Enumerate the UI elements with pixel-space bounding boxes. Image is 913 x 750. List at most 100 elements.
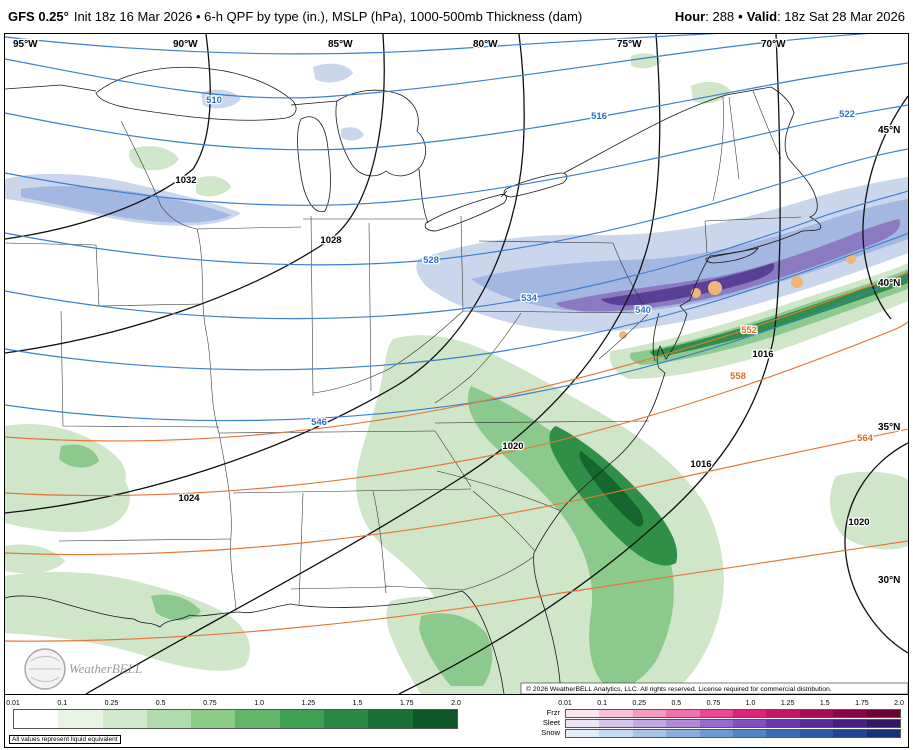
valid-time: Hour: 288 • Valid: 18z Sat 28 Mar 2026 bbox=[675, 9, 905, 24]
legend-tick: 1.0 bbox=[745, 700, 756, 707]
legend-tick: 0.25 bbox=[104, 700, 119, 707]
legend-tick: 0.1 bbox=[597, 700, 607, 707]
legend-color-segment bbox=[191, 710, 236, 728]
weatherbell-logo-text: WeatherBELL bbox=[69, 661, 142, 676]
legend-color-segment bbox=[632, 720, 667, 727]
legend-color-segment bbox=[799, 730, 834, 737]
atlantic-coastline bbox=[533, 86, 822, 694]
legend-color-segment bbox=[368, 710, 413, 728]
rain-legend-ticks: 0.01 0.1 0.25 0.5 0.75 1.0 1.25 1.5 1.75 2.0 bbox=[6, 700, 461, 708]
legend-strip: 0.01 0.1 0.25 0.5 0.75 1.0 1.25 1.5 1.75 2.0 All … bbox=[5, 694, 908, 747]
separator: • bbox=[738, 9, 743, 24]
legend-color-segment bbox=[235, 710, 280, 728]
rain-shading-layer bbox=[5, 53, 908, 694]
hour-value: : 288 bbox=[705, 9, 735, 24]
legend-color-segment bbox=[733, 730, 767, 737]
title-bar: GFS 0.25° Init 18z 16 Mar 2026 • 6-h QPF … bbox=[0, 0, 913, 33]
legend-color-segment bbox=[102, 710, 147, 728]
lake-huron bbox=[335, 89, 427, 177]
type-legend-ticks: 0.01 0.1 0.25 0.5 0.75 1.0 1.25 1.5 1.75 2.0 bbox=[558, 700, 904, 708]
legend-color-segment bbox=[632, 710, 667, 717]
copyright-box: © 2026 WeatherBELL Analytics, LLC. All r… bbox=[520, 682, 908, 694]
legend-color-segment bbox=[599, 730, 633, 737]
lake-erie bbox=[424, 194, 507, 232]
legend-color-segment bbox=[733, 710, 767, 717]
legend-tick: 1.25 bbox=[301, 700, 316, 707]
lake-superior bbox=[95, 66, 297, 121]
lat-label: 35°N bbox=[878, 422, 900, 433]
legend-color-segment bbox=[412, 710, 457, 728]
legend-tick: 0.01 bbox=[6, 700, 20, 707]
lon-label: 90°W bbox=[173, 39, 198, 50]
lake-michigan bbox=[297, 116, 331, 213]
legend-color-segment bbox=[566, 710, 600, 717]
product-title: GFS 0.25° Init 18z 16 Mar 2026 • 6-h QPF … bbox=[8, 9, 582, 24]
legend-color-segment bbox=[866, 710, 901, 717]
thickness-label: 564 bbox=[857, 433, 874, 444]
map-frame: 1032 1028 1024 1020 1016 1016 1020 510 5… bbox=[4, 33, 909, 748]
legend-tick: 1.75 bbox=[399, 700, 414, 707]
mslp-label: 1016 bbox=[690, 459, 711, 470]
forecast-map: 1032 1028 1024 1020 1016 1016 1020 510 5… bbox=[5, 34, 908, 694]
lake-ontario bbox=[503, 172, 568, 198]
legend-tick: 2.0 bbox=[451, 700, 461, 707]
copyright-text: © 2026 WeatherBELL Analytics, LLC. All r… bbox=[526, 685, 832, 693]
legend-color-segment bbox=[632, 730, 667, 737]
legend-color-segment bbox=[799, 720, 834, 727]
legend-tick: 0.5 bbox=[155, 700, 166, 707]
mslp-contour-layer bbox=[5, 34, 908, 694]
legend-color-segment bbox=[866, 720, 901, 727]
ptype-label: Frzr bbox=[546, 708, 560, 717]
legend-tick: 1.0 bbox=[254, 700, 264, 707]
legend-tick: 2.0 bbox=[894, 700, 904, 707]
rain-legend-bar bbox=[13, 709, 458, 729]
thickness-label: 546 bbox=[311, 417, 327, 428]
thickness-label: 534 bbox=[521, 293, 538, 304]
thickness-label: 510 bbox=[206, 95, 222, 106]
legend-color-segment bbox=[324, 710, 369, 728]
lon-label: 85°W bbox=[328, 39, 353, 50]
lon-label: 80°W bbox=[473, 39, 498, 50]
thickness-orange-layer bbox=[5, 270, 908, 642]
snow-shading-layer bbox=[5, 63, 908, 332]
model-name: GFS 0.25° bbox=[8, 9, 69, 24]
legend-color-segment bbox=[766, 730, 800, 737]
legend-note: All values represent liquid equivalent bbox=[9, 735, 121, 744]
legend-tick: 0.1 bbox=[57, 700, 68, 707]
thickness-label: 528 bbox=[423, 255, 439, 266]
mslp-label: 1020 bbox=[502, 441, 523, 452]
lat-label: 30°N bbox=[878, 575, 900, 586]
legend-color-segment bbox=[766, 720, 800, 727]
mslp-label: 1032 bbox=[175, 175, 196, 186]
thickness-blue-layer bbox=[5, 34, 908, 422]
valid-value: : 18z Sat 28 Mar 2026 bbox=[777, 9, 905, 24]
lon-label: 70°W bbox=[761, 39, 786, 50]
geography-layer bbox=[5, 66, 822, 694]
legend-color-segment bbox=[699, 730, 734, 737]
ptype-label: Snow bbox=[541, 728, 560, 737]
legend-color-segment bbox=[566, 730, 600, 737]
lat-label: 40°N bbox=[878, 278, 900, 289]
gulf-coastline bbox=[5, 590, 505, 694]
legend-tick: 0.01 bbox=[558, 700, 572, 707]
legend-tick: 0.25 bbox=[632, 700, 647, 707]
weatherbell-logo: WeatherBELL bbox=[24, 648, 142, 690]
thickness-label: 552 bbox=[741, 325, 757, 336]
legend-tick: 0.75 bbox=[203, 700, 217, 707]
legend-color-segment bbox=[833, 710, 867, 717]
legend-color-segment bbox=[58, 710, 103, 728]
thickness-label: 522 bbox=[839, 109, 855, 120]
legend-color-segment bbox=[833, 720, 867, 727]
frzr-legend-bar bbox=[565, 709, 901, 718]
legend-color-segment bbox=[666, 710, 700, 717]
thickness-label: 558 bbox=[730, 371, 746, 382]
contour-labels: 1032 1028 1024 1020 1016 1016 1020 510 5… bbox=[174, 94, 875, 530]
legend-color-segment bbox=[766, 710, 800, 717]
long-island bbox=[705, 247, 759, 264]
legend-color-segment bbox=[666, 730, 700, 737]
legend-tick: 1.75 bbox=[855, 700, 869, 707]
product-subtitle: Init 18z 16 Mar 2026 • 6-h QPF by type (… bbox=[73, 9, 583, 24]
legend-color-segment bbox=[699, 720, 734, 727]
mslp-label: 1016 bbox=[752, 349, 773, 360]
snow-legend-bar bbox=[565, 729, 901, 738]
